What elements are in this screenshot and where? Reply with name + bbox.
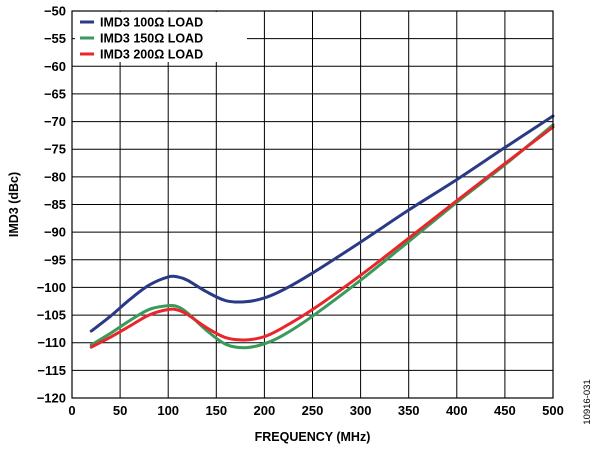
plot-frame bbox=[71, 10, 554, 399]
tick-labels: 0 50 100 150 200 250 300 350 400 450 500 −50 −55 −60 −… bbox=[37, 4, 564, 419]
x-tick-label: 300 bbox=[350, 403, 372, 418]
x-tick-label: 150 bbox=[205, 403, 227, 418]
y-tick-label: −65 bbox=[44, 86, 66, 101]
y-tick-label: −115 bbox=[37, 363, 66, 378]
y-tick-label: −105 bbox=[37, 308, 66, 323]
y-tick-label: −90 bbox=[44, 225, 66, 240]
x-tick-label: 400 bbox=[446, 403, 468, 418]
y-tick-label: −100 bbox=[37, 280, 66, 295]
y-tick-label: −70 bbox=[44, 114, 66, 129]
series-line-150-ohm bbox=[89, 123, 555, 350]
x-axis-title: FREQUENCY (MHz) bbox=[255, 430, 371, 444]
series-line-100-ohm bbox=[89, 114, 555, 333]
x-tick-label: 50 bbox=[113, 403, 127, 418]
y-tick-label: −95 bbox=[44, 252, 66, 267]
grid bbox=[71, 10, 554, 399]
y-tick-label: −50 bbox=[44, 4, 66, 19]
figure-id: 10916-031 bbox=[582, 379, 593, 424]
y-tick-label: −80 bbox=[44, 169, 66, 184]
x-tick-label: 450 bbox=[494, 403, 516, 418]
series-lines bbox=[89, 114, 555, 350]
legend: IMD3 100Ω LOAD IMD3 150Ω LOAD IMD3 200Ω LO… bbox=[75, 12, 247, 62]
x-tick-label: 100 bbox=[157, 403, 179, 418]
series-line-200-ohm bbox=[89, 125, 555, 349]
y-tick-label: −110 bbox=[37, 335, 66, 350]
x-tick-label: 500 bbox=[542, 403, 564, 418]
legend-label: IMD3 150Ω LOAD bbox=[100, 32, 203, 46]
y-tick-label: −75 bbox=[44, 142, 66, 157]
legend-label: IMD3 200Ω LOAD bbox=[100, 48, 203, 62]
y-tick-label: −55 bbox=[44, 31, 66, 46]
y-axis-title: IMD3 (dBc) bbox=[7, 172, 21, 237]
legend-label: IMD3 100Ω LOAD bbox=[100, 16, 203, 30]
x-tick-label: 250 bbox=[302, 403, 324, 418]
x-tick-label: 0 bbox=[68, 403, 75, 418]
y-tick-label: −120 bbox=[37, 391, 66, 406]
y-tick-label: −85 bbox=[44, 197, 66, 212]
legend-background bbox=[75, 12, 247, 62]
x-tick-label: 350 bbox=[398, 403, 420, 418]
y-tick-label: −60 bbox=[44, 59, 66, 74]
x-tick-label: 200 bbox=[254, 403, 276, 418]
